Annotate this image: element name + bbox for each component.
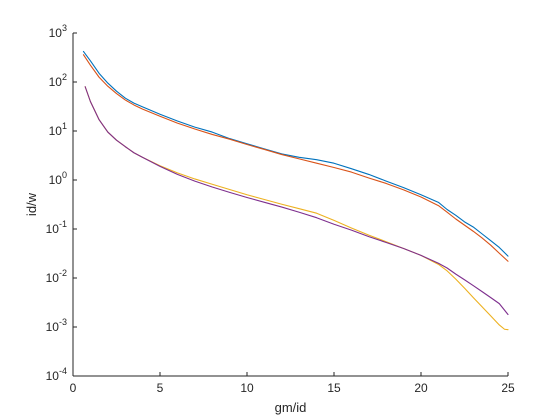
series-line-1 — [82, 50, 509, 257]
y-tick-exponent: 3 — [62, 23, 67, 33]
y-tick-base: 10 — [49, 124, 63, 138]
series-line-4 — [84, 86, 509, 316]
y-tick-base: 10 — [49, 173, 63, 187]
y-tick-exponent: 0 — [62, 170, 67, 180]
y-tick-label: 101 — [49, 121, 67, 138]
x-tick-label: 20 — [414, 381, 428, 395]
y-tick-label: 100 — [49, 170, 67, 187]
x-axis-label: gm/id — [275, 400, 307, 415]
y-tick-exponent: -4 — [59, 366, 67, 376]
y-tick-exponent: -3 — [59, 317, 67, 327]
axes-layer — [72, 33, 508, 377]
y-tick-exponent: 2 — [62, 72, 67, 82]
y-axis-label: id/w — [24, 192, 39, 216]
y-tick-label: 10-2 — [46, 268, 67, 285]
y-tick-exponent: -1 — [59, 219, 67, 229]
y-tick-label: 103 — [49, 23, 67, 40]
y-tick-base: 10 — [46, 369, 60, 383]
y-tick-exponent: 1 — [62, 121, 67, 131]
x-tick-label: 15 — [327, 381, 341, 395]
series-line-3 — [84, 86, 509, 331]
y-tick-base: 10 — [46, 320, 60, 334]
series-layer — [82, 50, 509, 331]
y-tick-label: 102 — [49, 72, 67, 89]
y-tick-label: 10-3 — [46, 317, 67, 334]
y-tick-base: 10 — [46, 271, 60, 285]
x-tick-label: 10 — [240, 381, 254, 395]
x-tick-label: 0 — [70, 381, 77, 395]
x-ticks: 0 5 10 15 20 25 — [70, 372, 515, 395]
x-tick-label: 5 — [157, 381, 164, 395]
y-tick-base: 10 — [49, 26, 63, 40]
x-tick-label: 25 — [501, 381, 515, 395]
y-tick-label: 10-1 — [46, 219, 67, 236]
y-tick-label: 10-4 — [46, 366, 67, 383]
y-tick-base: 10 — [49, 75, 63, 89]
y-tick-exponent: -2 — [59, 268, 67, 278]
y-tick-base: 10 — [46, 222, 60, 236]
series-line-2 — [82, 54, 509, 262]
